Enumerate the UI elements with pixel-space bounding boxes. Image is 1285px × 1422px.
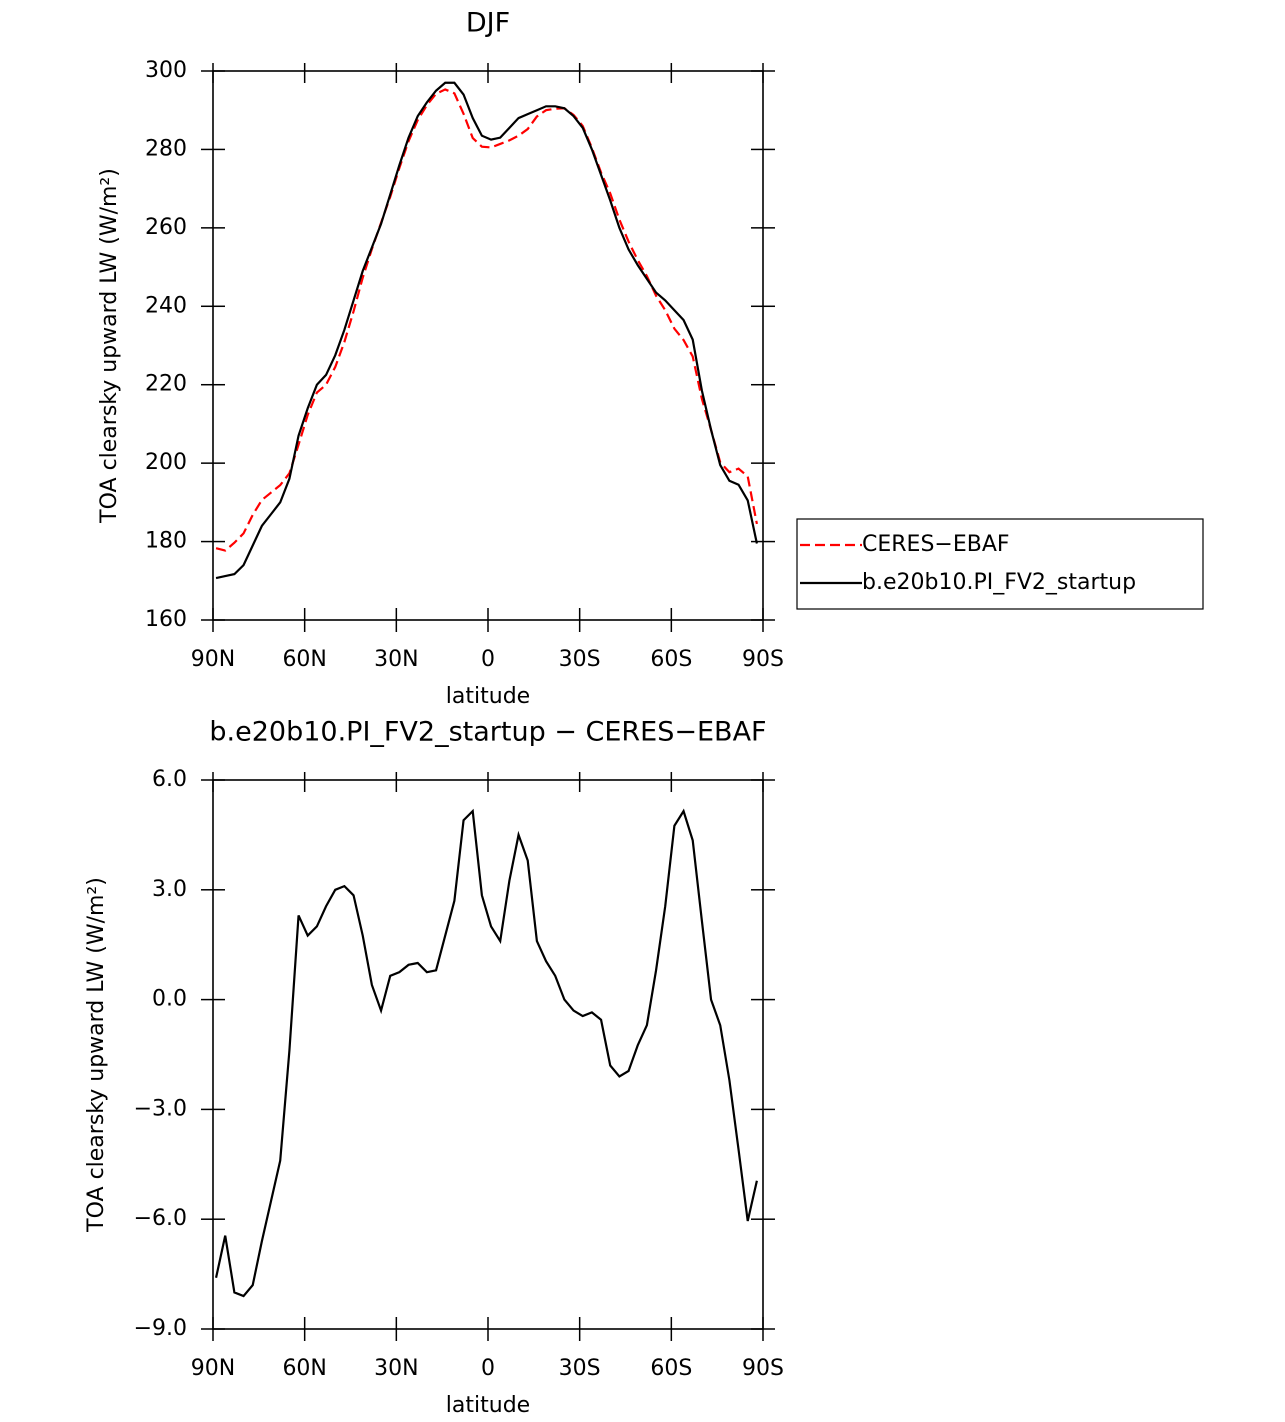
y-tick-label: 260: [145, 215, 187, 240]
y-tick-label: 3.0: [152, 877, 187, 902]
x-tick-label: 0: [481, 1356, 495, 1381]
x-tick-label: 30S: [559, 1356, 601, 1381]
y-tick-label: 0.0: [152, 987, 187, 1012]
y-axis-label: TOA clearsky upward LW (W/m²): [97, 168, 122, 524]
plot-frame: [212, 779, 764, 1330]
y-tick-label: 300: [145, 58, 187, 83]
chart-title: b.e20b10.PI_FV2_startup − CERES−EBAF: [209, 717, 766, 748]
y-tick-label: 220: [145, 372, 187, 397]
y-tick-label: 160: [145, 607, 187, 632]
data-line: [215, 88, 758, 552]
x-tick-label: 30N: [374, 1356, 418, 1381]
x-tick-label: 0: [481, 647, 495, 672]
x-tick-label: 30N: [374, 647, 418, 672]
data-line: [214, 808, 758, 1298]
y-axis-label: TOA clearsky upward LW (W/m²): [84, 877, 109, 1233]
plot-frame: [212, 70, 764, 621]
legend-box: [796, 518, 1204, 610]
y-tick-label: −3.0: [134, 1096, 187, 1121]
x-tick-label: 30S: [559, 647, 601, 672]
y-tick-label: −9.0: [134, 1316, 187, 1341]
x-axis-label: latitude: [446, 1393, 530, 1418]
x-tick-label: 60N: [282, 647, 326, 672]
x-axis-label: latitude: [446, 684, 530, 709]
y-tick-label: 280: [145, 136, 187, 161]
y-tick-label: 6.0: [152, 767, 187, 792]
legend-label: CERES−EBAF: [862, 532, 1010, 557]
data-line: [215, 81, 758, 580]
y-tick-label: −6.0: [134, 1206, 187, 1231]
x-tick-label: 90S: [742, 647, 784, 672]
x-tick-label: 60N: [282, 1356, 326, 1381]
legend-label: b.e20b10.PI_FV2_startup: [862, 570, 1136, 595]
x-tick-label: 90N: [191, 1356, 235, 1381]
y-tick-label: 200: [145, 450, 187, 475]
x-tick-label: 90S: [742, 1356, 784, 1381]
chart-title: DJF: [466, 8, 510, 39]
x-tick-label: 60S: [650, 647, 692, 672]
x-tick-label: 90N: [191, 647, 235, 672]
y-tick-label: 180: [145, 529, 187, 554]
y-tick-label: 240: [145, 293, 187, 318]
x-tick-label: 60S: [650, 1356, 692, 1381]
